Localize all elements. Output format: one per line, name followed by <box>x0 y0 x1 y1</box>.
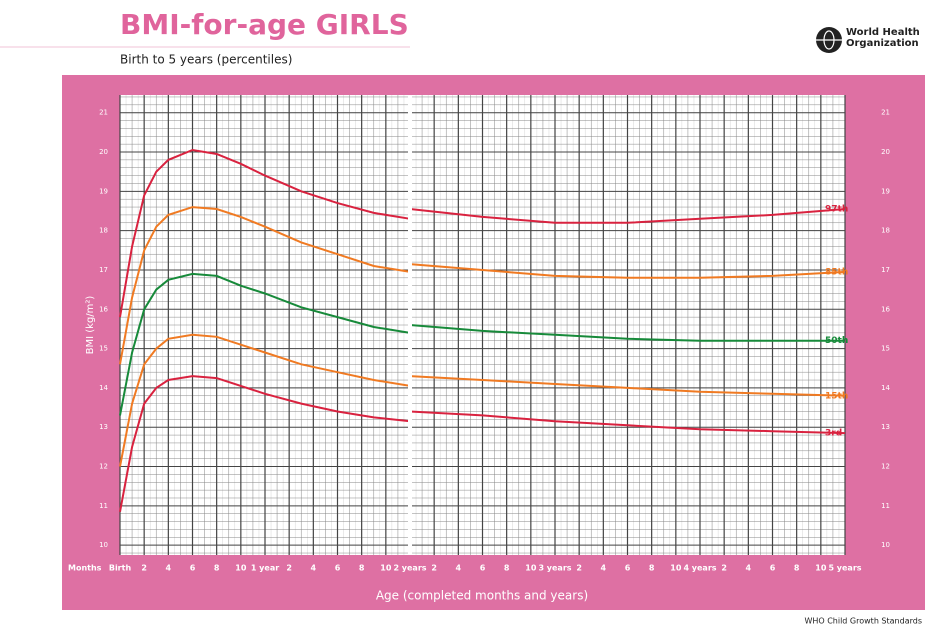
percentile-line <box>119 272 845 416</box>
y-tick-label-right: 12 <box>881 463 890 471</box>
x-tick-label: 4 <box>456 564 462 573</box>
x-tick-label: 10 <box>235 564 247 573</box>
x-tick-label: 10 <box>670 564 682 573</box>
y-tick-label: 20 <box>99 148 108 156</box>
y-tick-label-right: 10 <box>881 541 890 549</box>
x-tick-label: 4 years <box>683 564 716 573</box>
x-tick-label: 8 <box>504 564 510 573</box>
y-tick-label: 12 <box>99 463 108 471</box>
percentile-line <box>119 148 846 318</box>
y-tick-label: 13 <box>99 423 108 431</box>
y-axis-label: BMI (kg/m²) <box>85 296 96 355</box>
y-tick-label-right: 15 <box>881 345 890 353</box>
x-tick-label: 2 <box>286 564 292 573</box>
y-tick-label: 10 <box>99 541 108 549</box>
legend-label: 15th <box>825 391 848 401</box>
x-tick-label: 2 <box>141 564 147 573</box>
percentile-line <box>119 375 846 512</box>
y-tick-label-right: 11 <box>881 502 890 510</box>
legend-label: 85th <box>825 267 848 277</box>
percentile-line <box>119 206 846 365</box>
x-tick-label: 10 <box>380 564 392 573</box>
y-tick-label-right: 20 <box>881 148 890 156</box>
y-tick-label-right: 17 <box>881 266 890 274</box>
x-tick-label: 2 <box>721 564 727 573</box>
who-logo <box>816 27 842 53</box>
y-tick-label-right: 21 <box>881 109 890 117</box>
x-tick-label: 2 years <box>393 564 426 573</box>
x-tick-label: 4 <box>746 564 752 573</box>
x-tick-label: 6 <box>335 564 341 573</box>
x-tick-label: 8 <box>359 564 365 573</box>
x-tick-label: 8 <box>214 564 220 573</box>
x-tick-label: 1 year <box>251 564 279 573</box>
chart-title: BMI-for-age GIRLS <box>120 8 409 41</box>
x-tick-label: 6 <box>625 564 631 573</box>
y-tick-label-right: 19 <box>881 187 890 195</box>
x-tick-label: 3 years <box>538 564 571 573</box>
x-tick-label: 5 years <box>828 564 861 573</box>
y-tick-label-right: 13 <box>881 423 890 431</box>
x-row-label: Months <box>68 564 102 573</box>
x-tick-label: 8 <box>649 564 655 573</box>
x-tick-label: 6 <box>770 564 776 573</box>
legend-label: 50th <box>825 336 848 346</box>
x-tick-label: 8 <box>794 564 800 573</box>
x-tick-label: Birth <box>109 564 132 573</box>
y-tick-label-right: 18 <box>881 227 890 235</box>
y-tick-label: 11 <box>99 502 108 510</box>
y-tick-label: 19 <box>99 187 108 195</box>
y-tick-label: 18 <box>99 227 108 235</box>
y-tick-label-right: 14 <box>881 384 890 392</box>
organization: World Health Organization <box>846 27 920 49</box>
percentile-line <box>119 333 846 467</box>
x-tick-label: 6 <box>480 564 486 573</box>
org-box: World Health Organization <box>846 27 920 49</box>
footer: WHO Child Growth Standards <box>804 617 922 626</box>
y-tick-label: 21 <box>99 109 108 117</box>
x-tick-label: 10 <box>525 564 537 573</box>
y-tick-label: 17 <box>99 266 108 274</box>
x-tick-label: 2 <box>431 564 437 573</box>
x-axis-label: Age (completed months and years) <box>376 589 588 603</box>
y-tick-label: 14 <box>99 384 108 392</box>
x-tick-label: 6 <box>190 564 196 573</box>
y-tick-label: 16 <box>99 305 108 313</box>
chart-subtitle: Birth to 5 years (percentiles) <box>120 53 292 67</box>
x-tick-label: 4 <box>166 564 172 573</box>
legend-label: 97th <box>825 205 848 215</box>
y-tick-label: 15 <box>99 345 108 353</box>
y-tick-label-right: 16 <box>881 305 890 313</box>
x-tick-label: 2 <box>576 564 582 573</box>
x-tick-label: 10 <box>815 564 827 573</box>
x-tick-label: 4 <box>311 564 317 573</box>
x-tick-label: 4 <box>601 564 607 573</box>
legend-label: 3rd <box>825 429 842 439</box>
